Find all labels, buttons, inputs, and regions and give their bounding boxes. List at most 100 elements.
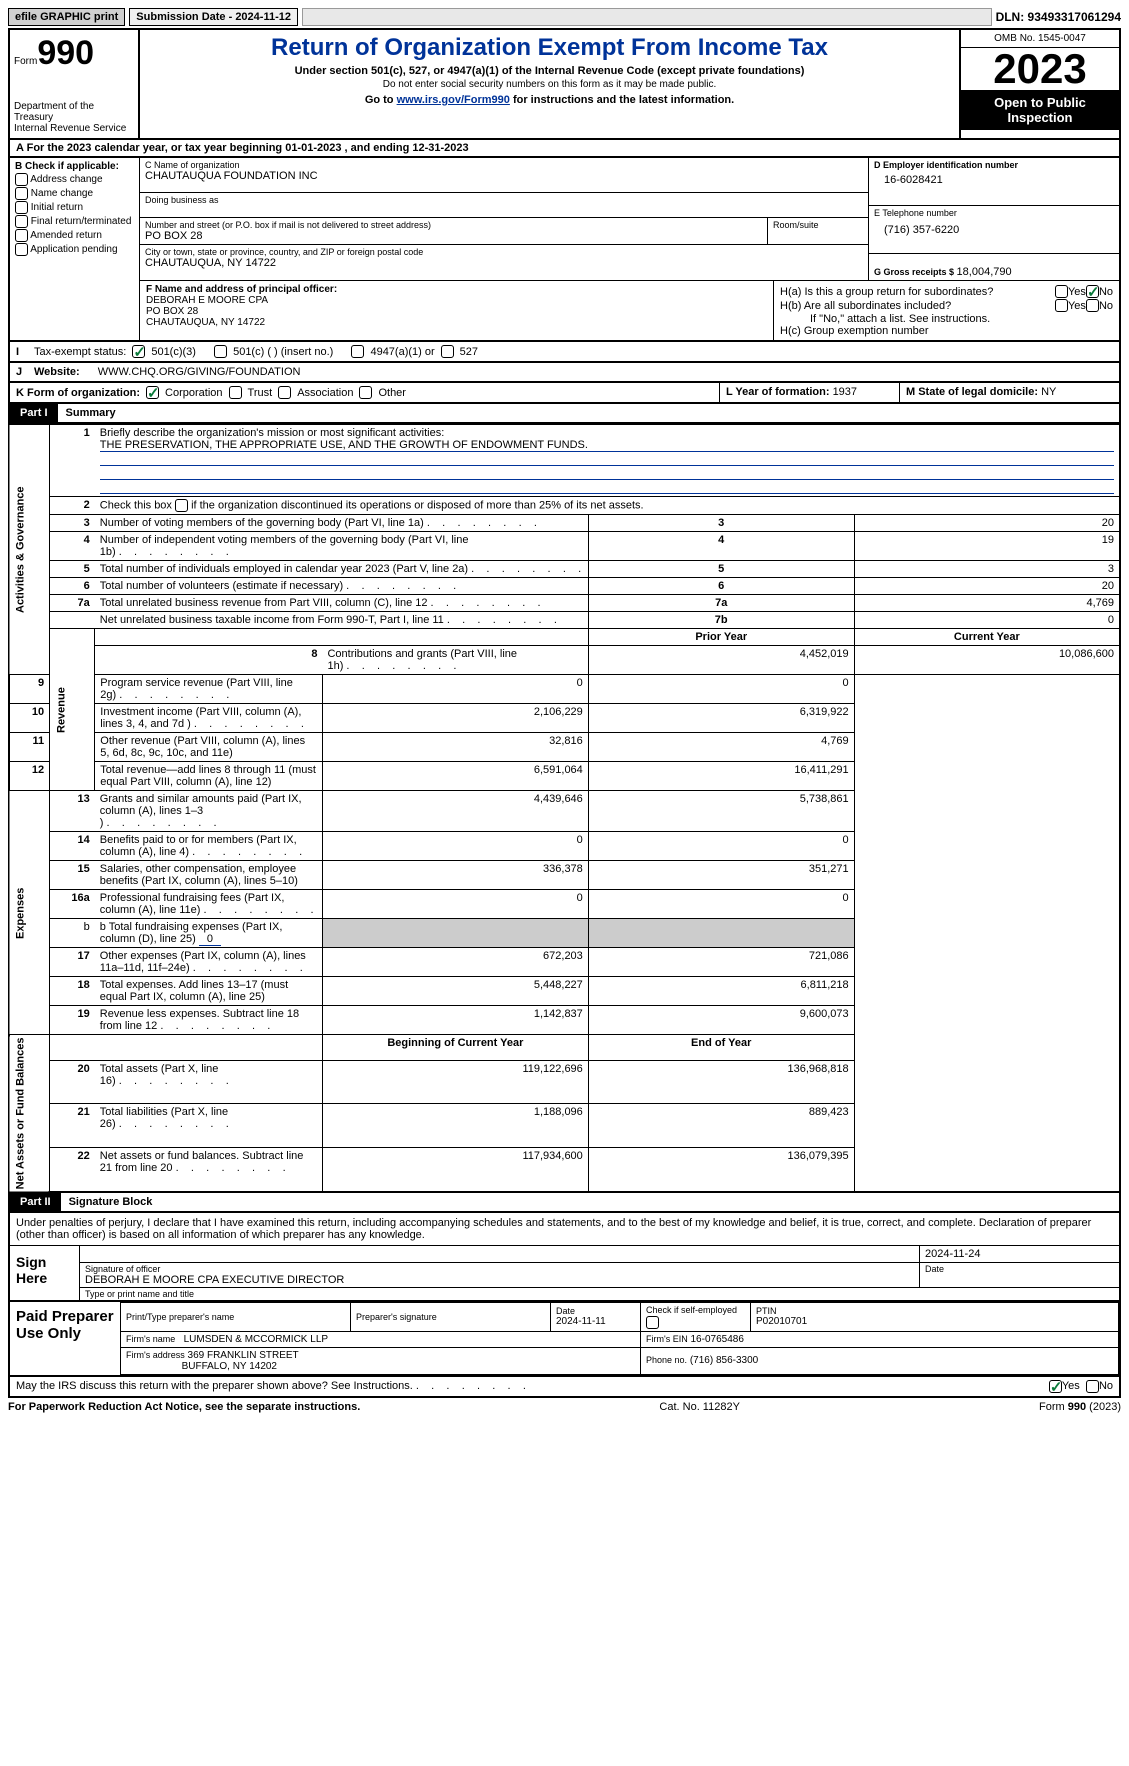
section-c: C Name of organizationCHAUTAUQUA FOUNDAT… (140, 158, 869, 280)
ptin-value: P02010701 (756, 1316, 1113, 1327)
line7b-num (50, 612, 95, 629)
line3-num: 3 (50, 515, 95, 532)
instructions-link[interactable]: www.irs.gov/Form990 (397, 94, 510, 106)
row-j: J Website: WWW.CHQ.ORG/GIVING/FOUNDATION (8, 363, 1121, 383)
chk-discontinued[interactable] (175, 499, 188, 512)
prep-name-label: Print/Type preparer's name (126, 1312, 345, 1322)
page-footer: For Paperwork Reduction Act Notice, see … (8, 1401, 1121, 1413)
line11-desc: Other revenue (Part VIII, column (A), li… (100, 735, 305, 759)
line2-post: if the organization discontinued its ope… (191, 499, 644, 511)
current-year-hdr: Current Year (854, 629, 1120, 646)
hb-yes-lbl: Yes (1068, 300, 1086, 312)
chk-501c3[interactable] (132, 345, 145, 358)
chk-app-pending[interactable] (15, 243, 28, 256)
addr-label: Number and street (or P.O. box if mail i… (145, 220, 762, 230)
topbar-filler (302, 8, 992, 26)
line17-desc: Other expenses (Part IX, column (A), lin… (100, 950, 306, 974)
line6-key: 6 (588, 578, 854, 595)
discuss-no[interactable] (1086, 1380, 1099, 1393)
chk-self-employed[interactable] (646, 1316, 659, 1329)
line19-desc: Revenue less expenses. Subtract line 18 … (100, 1008, 299, 1032)
summary-table: Activities & Governance 1 Briefly descri… (8, 424, 1121, 1193)
chk-trust[interactable] (229, 386, 242, 399)
row-a: A For the 2023 calendar year, or tax yea… (8, 140, 1121, 158)
mission-text: THE PRESERVATION, THE APPROPRIATE USE, A… (100, 439, 588, 451)
line4-val: 19 (854, 532, 1120, 561)
chk-name-change[interactable] (15, 187, 28, 200)
line11-py: 32,816 (322, 733, 588, 762)
dln-label: DLN: 93493317061294 (996, 10, 1121, 24)
chk-501c[interactable] (214, 345, 227, 358)
prior-year-hdr: Prior Year (588, 629, 854, 646)
lbl-address-change: Address change (30, 174, 102, 185)
header-mid: Return of Organization Exempt From Incom… (140, 30, 959, 138)
footer-right-pre: Form (1039, 1401, 1068, 1413)
lbl-501c: 501(c) ( ) (insert no.) (233, 346, 333, 358)
section-bcdefgh: B Check if applicable: Address change Na… (8, 158, 1121, 342)
line10-num: 10 (9, 704, 50, 733)
ein-label: D Employer identification number (874, 160, 1114, 170)
line7a-num: 7a (50, 595, 95, 612)
ein-value: 16-6028421 (884, 174, 1114, 186)
line12-py: 6,591,064 (322, 762, 588, 791)
firm-ein: 16-0765486 (691, 1334, 744, 1345)
gross-label: G Gross receipts $ (874, 267, 957, 277)
chk-amended[interactable] (15, 229, 28, 242)
chk-assoc[interactable] (278, 386, 291, 399)
ha-no[interactable] (1086, 285, 1099, 298)
line19-cy: 9,600,073 (588, 1006, 854, 1035)
line7a-key: 7a (588, 595, 854, 612)
preparer-block: Paid Preparer Use Only Print/Type prepar… (8, 1302, 1121, 1377)
row-k: K Form of organization: Corporation Trus… (8, 383, 1121, 404)
row-i: I Tax-exempt status: 501(c)(3) 501(c) ( … (8, 342, 1121, 363)
chk-other[interactable] (359, 386, 372, 399)
hb-yes[interactable] (1055, 299, 1068, 312)
phone-label: E Telephone number (874, 208, 1114, 218)
lbl-other: Other (378, 387, 406, 399)
tax-status-label: Tax-exempt status: (34, 346, 126, 358)
prep-date-label: Date (556, 1306, 635, 1316)
ha-yes[interactable] (1055, 285, 1068, 298)
chk-address-change[interactable] (15, 173, 28, 186)
line7b-val: 0 (854, 612, 1120, 629)
line16a-num: 16a (50, 890, 95, 919)
top-bar: efile GRAPHIC print Submission Date - 20… (8, 8, 1121, 26)
section-cd-wrap: C Name of organizationCHAUTAUQUA FOUNDAT… (140, 158, 1119, 340)
chk-initial-return[interactable] (15, 201, 28, 214)
dba-label: Doing business as (145, 195, 863, 205)
firm-addr-label: Firm's address (126, 1350, 185, 1360)
section-revenue: Revenue (50, 629, 95, 791)
city-label: City or town, state or province, country… (145, 247, 863, 257)
line4-desc: Number of independent voting members of … (100, 534, 469, 558)
org-name-label: C Name of organization (145, 160, 863, 170)
hb-no-lbl: No (1099, 300, 1113, 312)
ssn-note: Do not enter social security numbers on … (148, 79, 951, 90)
sig-type-label: Type or print name and title (80, 1288, 1119, 1300)
form-prefix: Form (14, 56, 37, 67)
efile-button[interactable]: efile GRAPHIC print (8, 8, 125, 26)
hb-no[interactable] (1086, 299, 1099, 312)
line8-cy: 10,086,600 (854, 646, 1120, 675)
line10-py: 2,106,229 (322, 704, 588, 733)
line14-py: 0 (322, 832, 588, 861)
chk-final-return[interactable] (15, 215, 28, 228)
chk-527[interactable] (441, 345, 454, 358)
section-expenses: Expenses (9, 791, 50, 1035)
part2-header: Part IISignature Block (8, 1193, 1121, 1213)
hb-label: H(b) Are all subordinates included? (780, 300, 1055, 312)
footer-right-post: (2023) (1086, 1401, 1121, 1413)
officer-addr1: PO BOX 28 (146, 306, 767, 317)
line14-desc: Benefits paid to or for members (Part IX… (100, 834, 302, 858)
officer-name: DEBORAH E MOORE CPA (146, 295, 767, 306)
ha-no-lbl: No (1099, 286, 1113, 298)
chk-4947[interactable] (351, 345, 364, 358)
line17-cy: 721,086 (588, 948, 854, 977)
line11-num: 11 (9, 733, 50, 762)
part1-title: Summary (66, 407, 116, 419)
ha-yes-lbl: Yes (1068, 286, 1086, 298)
line20-num: 20 (50, 1060, 95, 1104)
line18-py: 5,448,227 (322, 977, 588, 1006)
discuss-yes[interactable] (1049, 1380, 1062, 1393)
chk-corp[interactable] (146, 386, 159, 399)
line9-cy: 0 (588, 675, 854, 704)
